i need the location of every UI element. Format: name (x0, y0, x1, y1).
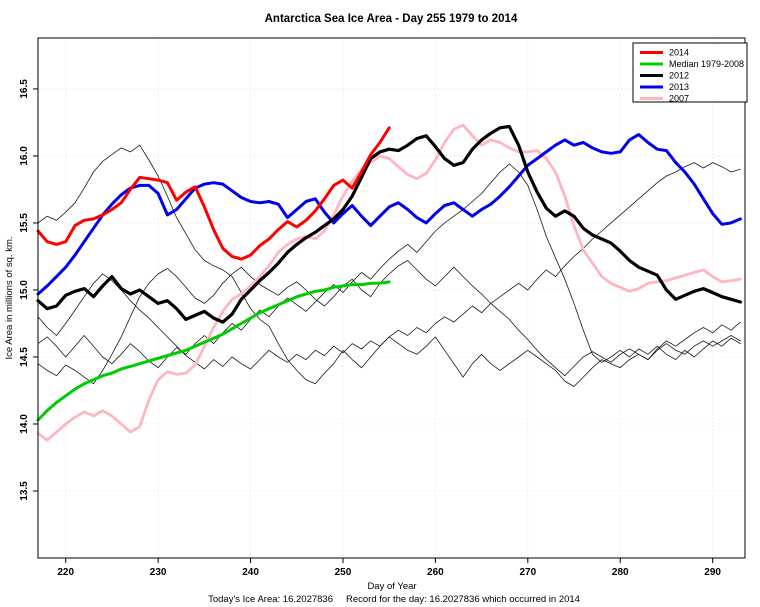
series-line-2014 (36, 126, 391, 261)
x-tick-label: 280 (612, 567, 629, 578)
x-tick-label: 240 (242, 567, 259, 578)
legend-item-label: 2014 (669, 48, 689, 58)
y-tick-label: 14.0 (19, 414, 30, 434)
y-axis-label: Ice Area in millions of sq. km. (4, 236, 15, 359)
y-tick-label: 16.5 (19, 79, 30, 99)
x-tick-label: 260 (427, 567, 444, 578)
x-tick-label: 230 (150, 567, 167, 578)
caption-record: Record for the day: 16.2027836 which occ… (346, 594, 580, 605)
y-tick-label: 16.0 (19, 146, 30, 166)
gridlines-layer (38, 38, 745, 558)
series-layer (36, 123, 743, 442)
legend-item-label: Median 1979-2008 (669, 59, 744, 69)
series-line-unlabeled-year-d (37, 162, 741, 370)
x-axis-label: Day of Year (367, 581, 416, 592)
series-line-Median 1979-2008 (36, 280, 391, 422)
y-tick-label: 15.0 (19, 280, 30, 300)
ticks-layer: 220 230 240 250 260 270 280 290 13.5 14.0 14.5 15.0… (19, 79, 721, 578)
x-tick-label: 290 (704, 567, 721, 578)
series-line-unlabeled-year-b (37, 260, 741, 385)
legend-item-label: 2007 (669, 94, 689, 104)
plot-border (37, 37, 746, 559)
series-line-unlabeled-year-c (37, 163, 741, 369)
series-line-2007 (36, 123, 742, 442)
legend-item-label: 2012 (669, 71, 689, 81)
x-tick-label: 220 (57, 567, 74, 578)
y-tick-label: 14.5 (19, 347, 30, 367)
chart-title: Antarctica Sea Ice Area - Day 255 1979 t… (265, 13, 518, 25)
y-tick-label: 15.5 (19, 213, 30, 233)
x-tick-label: 250 (335, 567, 352, 578)
y-tick-label: 13.5 (19, 481, 30, 501)
caption-today: Today's Ice Area: 16.2027836 (208, 594, 333, 605)
legend-item-label: 2013 (669, 82, 689, 92)
series-line-2012 (36, 124, 743, 324)
series-line-2013 (36, 133, 742, 296)
x-tick-label: 270 (519, 567, 536, 578)
